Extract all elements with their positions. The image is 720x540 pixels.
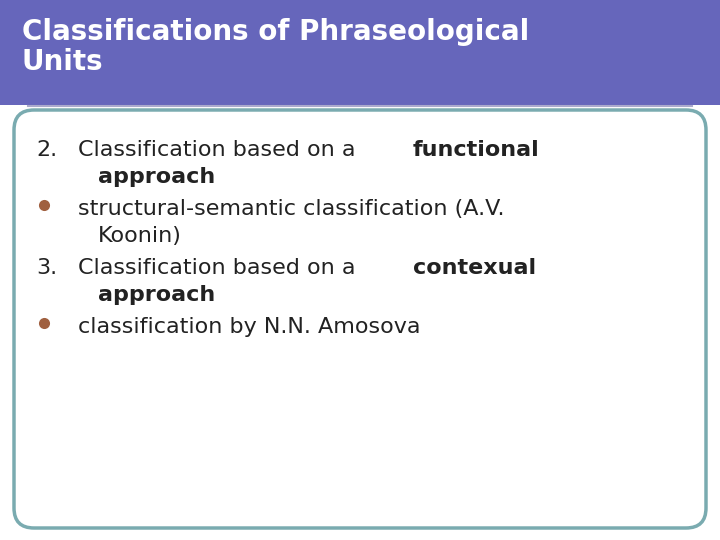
Text: Koonin): Koonin) xyxy=(98,226,182,246)
Text: approach: approach xyxy=(98,285,215,305)
Text: Classification based on a: Classification based on a xyxy=(78,140,363,160)
Text: functional: functional xyxy=(413,140,540,160)
Text: Classification based on a: Classification based on a xyxy=(78,258,363,278)
Text: contexual: contexual xyxy=(413,258,536,278)
Text: structural-semantic classification (A.V.: structural-semantic classification (A.V. xyxy=(78,199,505,219)
Text: approach: approach xyxy=(98,167,215,187)
Text: classification by N.N. Amosova: classification by N.N. Amosova xyxy=(78,317,420,337)
Text: 3.: 3. xyxy=(36,258,57,278)
FancyBboxPatch shape xyxy=(14,110,706,528)
Bar xyxy=(0,0,720,105)
Text: 2.: 2. xyxy=(36,140,57,160)
Text: Units: Units xyxy=(22,48,104,76)
Text: Classifications of Phraseological: Classifications of Phraseological xyxy=(22,18,529,46)
